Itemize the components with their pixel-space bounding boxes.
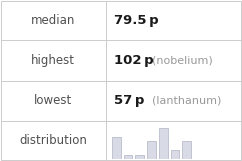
Text: (lanthanum): (lanthanum) (152, 96, 222, 106)
Bar (159, 128, 168, 159)
Bar (182, 141, 191, 159)
Bar (112, 137, 121, 159)
Bar (147, 141, 156, 159)
Text: 79.5 p: 79.5 p (114, 14, 159, 27)
Text: (nobelium): (nobelium) (152, 55, 213, 65)
Text: highest: highest (31, 54, 75, 67)
Text: median: median (31, 14, 76, 27)
Text: distribution: distribution (19, 134, 87, 147)
Bar (171, 150, 179, 159)
Bar (136, 155, 144, 159)
Text: lowest: lowest (34, 94, 72, 107)
Bar (124, 155, 132, 159)
Text: 57 p: 57 p (114, 94, 145, 107)
Text: 102 p: 102 p (114, 54, 154, 67)
